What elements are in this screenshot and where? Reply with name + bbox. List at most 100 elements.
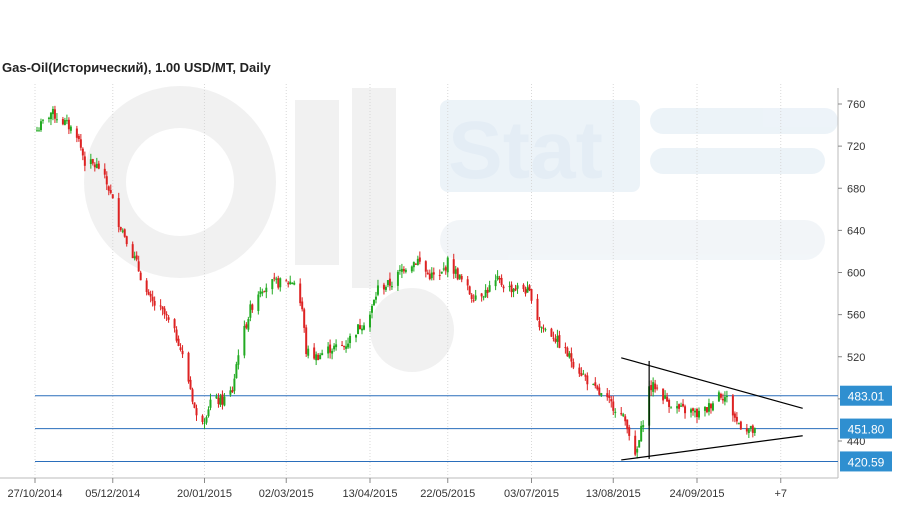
candle-body-up	[275, 278, 278, 280]
y-tick-label: 720	[847, 141, 865, 153]
candle-body-up	[540, 326, 543, 329]
candle-body-down	[654, 383, 657, 390]
candle-body-down	[570, 353, 573, 362]
candle-body-down	[650, 384, 653, 391]
candle-body-up	[69, 126, 72, 131]
candle-body-up	[293, 282, 296, 285]
watermark-bar-1	[650, 108, 838, 134]
candle-body-down	[173, 319, 176, 329]
candle-body-down	[139, 272, 142, 281]
level-label-text: 483.01	[848, 390, 885, 404]
candle-body-up	[35, 130, 38, 132]
candle-body-down	[554, 338, 557, 342]
candle-body-down	[161, 306, 164, 310]
candle-body-up	[390, 286, 393, 288]
candle-body-down	[277, 278, 280, 288]
candle-body-down	[662, 388, 665, 401]
candle-body-down	[721, 399, 724, 401]
candle-body-up	[357, 324, 360, 335]
level-label-text: 451.80	[848, 423, 885, 437]
candle-body-down	[111, 194, 114, 199]
y-tick-label: 680	[847, 183, 865, 195]
candle-body-down	[149, 293, 152, 297]
candle-body-up	[508, 286, 511, 288]
candle-body-up	[345, 346, 348, 349]
candle-body-up	[614, 411, 617, 413]
candle-body-up	[711, 403, 714, 411]
x-tick-label: 13/08/2015	[586, 488, 641, 500]
candle-body-up	[526, 287, 529, 293]
candle-body-down	[93, 164, 96, 168]
candle-body-down	[153, 300, 156, 306]
candle-body-down	[231, 390, 234, 393]
candle-body-down	[53, 109, 56, 119]
triangle-upper-trendline	[621, 357, 803, 409]
candle-body-up	[51, 108, 54, 115]
candle-body-down	[578, 367, 581, 374]
candle-body-up	[363, 325, 366, 330]
candle-body-down	[81, 148, 84, 156]
candle-body-down	[552, 337, 555, 339]
candle-body-down	[97, 163, 100, 169]
candle-body-down	[299, 283, 302, 304]
candle-body-down	[606, 393, 609, 398]
candle-body-up	[370, 306, 373, 313]
x-tick-label: 22/05/2015	[420, 488, 475, 500]
candle-body-up	[233, 378, 236, 391]
candle-body-up	[321, 353, 324, 356]
candle-body-up	[349, 335, 352, 344]
x-tick-label: +7	[774, 488, 787, 500]
candle-body-down	[424, 261, 427, 272]
candle-body-up	[223, 396, 226, 406]
candle-body-down	[751, 425, 754, 433]
candle-body-up	[259, 291, 262, 295]
candle-body-down	[343, 346, 346, 348]
candle-body-down	[480, 293, 483, 297]
watermark-stat-block	[440, 100, 640, 192]
candle-body-down	[514, 288, 517, 291]
candle-body-down	[285, 280, 288, 282]
candle-body-up	[271, 279, 274, 290]
candle-body-down	[388, 278, 391, 286]
candle-body-down	[682, 403, 685, 407]
candle-body-down	[145, 280, 148, 292]
candle-body-up	[243, 325, 246, 356]
candle-body-up	[347, 343, 350, 348]
candle-body-down	[572, 361, 575, 368]
candle-body-down	[678, 404, 681, 409]
candle-body-down	[739, 421, 742, 430]
candle-body-down	[103, 168, 106, 175]
candle-body-up	[55, 119, 58, 121]
candle-body-down	[538, 320, 541, 328]
candle-body-down	[745, 428, 748, 432]
candle-body-up	[636, 448, 639, 453]
candle-body-up	[676, 406, 679, 409]
candle-body-down	[466, 279, 469, 286]
candle-body-down	[696, 408, 698, 418]
candle-body-down	[305, 327, 308, 355]
candle-body-up	[494, 280, 497, 287]
candle-body-down	[502, 286, 505, 289]
candle-body-up	[556, 335, 559, 342]
x-tick-label: 13/04/2015	[342, 488, 397, 500]
candle-body-up	[482, 296, 485, 298]
candle-body-down	[626, 419, 629, 430]
candle-body-up	[454, 269, 457, 274]
triangle-pattern[interactable]	[621, 357, 803, 461]
candle-body-down	[584, 375, 587, 377]
candle-body-up	[642, 425, 645, 428]
candle-body-down	[175, 329, 178, 341]
y-tick-label: 600	[847, 268, 865, 280]
horizontal-levels[interactable]	[35, 395, 838, 462]
candle-body-up	[496, 276, 499, 280]
candle-body-down	[181, 350, 184, 355]
candle-body-down	[359, 325, 362, 330]
x-tick-label: 02/03/2015	[259, 488, 314, 500]
candle-body-up	[41, 119, 44, 121]
candle-body-down	[317, 354, 320, 361]
candle-body-down	[733, 413, 736, 418]
level-labels: 483.01 451.80 420.59	[840, 385, 892, 472]
watermark-bar-2	[650, 148, 825, 174]
candle-body-up	[89, 159, 92, 165]
